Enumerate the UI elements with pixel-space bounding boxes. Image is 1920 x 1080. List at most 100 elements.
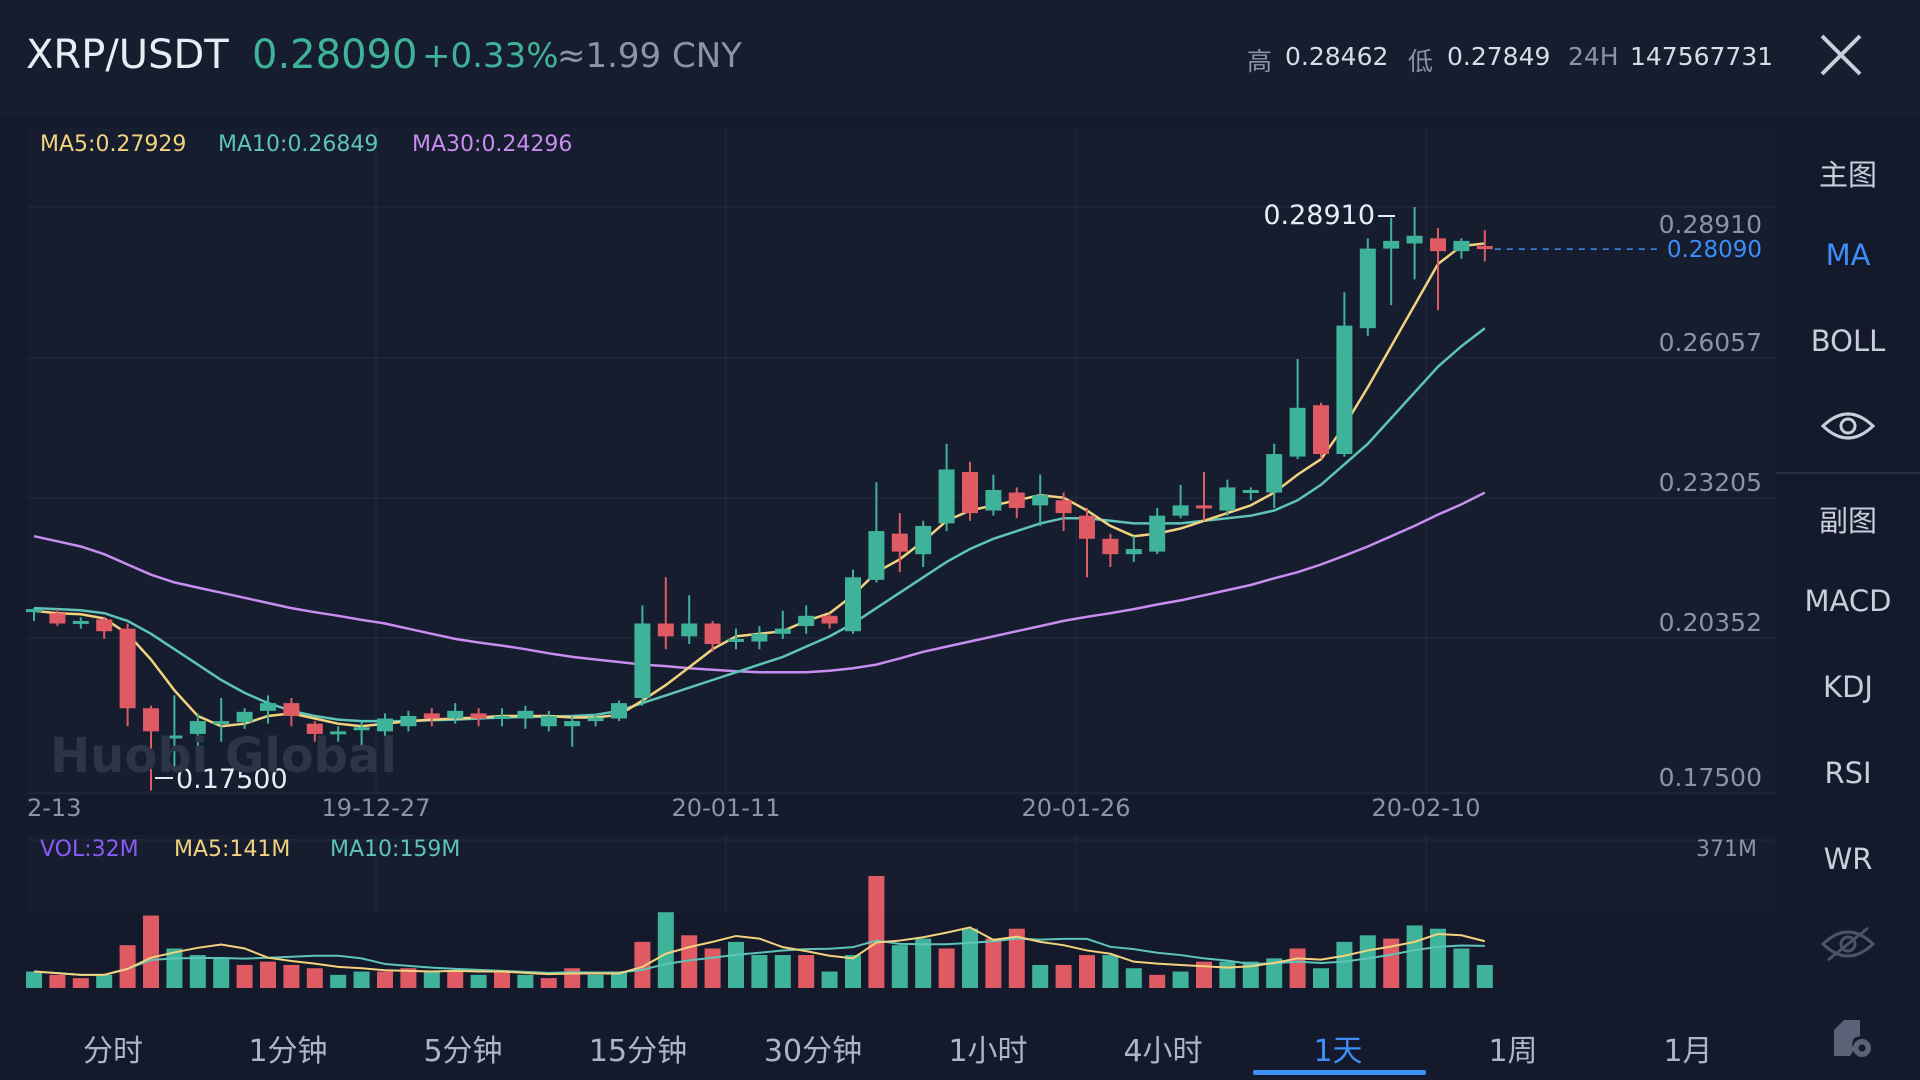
volume-bar	[1079, 955, 1095, 988]
volume-bar	[423, 971, 440, 988]
eye-icon[interactable]	[1820, 408, 1876, 444]
candle-body	[540, 715, 557, 727]
candle-body	[1196, 505, 1212, 509]
indicator-boll[interactable]: BOLL	[1810, 324, 1886, 358]
candle-body	[657, 623, 674, 637]
active-tab-indicator	[1253, 1070, 1426, 1075]
volume-bar	[1219, 961, 1236, 988]
candle-body	[1383, 240, 1400, 249]
candle-body	[845, 577, 861, 632]
volume-bar	[353, 971, 370, 988]
volume-bar	[845, 955, 861, 988]
x-tick-label: 20-01-26	[1022, 794, 1131, 822]
pair-title: XRP/USDT	[26, 32, 229, 78]
indicator-kdj[interactable]: KDJ	[1823, 670, 1873, 704]
tab-1week[interactable]: 1周	[1488, 1034, 1538, 1069]
volume-bar	[260, 961, 276, 988]
volume-bar	[540, 978, 557, 988]
tab-30min[interactable]: 30分钟	[763, 1034, 863, 1069]
settings-icon[interactable]	[1830, 1016, 1874, 1060]
candle-body	[1476, 246, 1493, 250]
indicator-macd[interactable]: MACD	[1804, 584, 1892, 618]
candle-body	[26, 609, 42, 613]
volume-bar	[1336, 941, 1353, 988]
high-label: 高	[1247, 47, 1273, 76]
eye-hidden-icon[interactable]	[1820, 924, 1876, 964]
candle-body	[517, 710, 534, 719]
tab-1hour[interactable]: 1小时	[948, 1034, 1028, 1069]
y-tick-label: 0.17500	[1659, 763, 1762, 792]
volume-bar	[517, 974, 534, 988]
candle-body	[915, 525, 932, 555]
candle-body	[821, 615, 838, 624]
candle-body	[494, 715, 510, 719]
tab-1month[interactable]: 1月	[1663, 1034, 1713, 1069]
candle-body	[1242, 489, 1259, 493]
candle-body	[1453, 240, 1470, 252]
candle-body	[470, 713, 487, 719]
volume-bar	[962, 928, 978, 988]
max-price-label: 0.28910	[1263, 200, 1375, 231]
indicator-rsi[interactable]: RSI	[1824, 756, 1872, 790]
tab-1min[interactable]: 1分钟	[248, 1034, 328, 1069]
candle-body	[962, 472, 978, 514]
candle-body	[798, 615, 815, 627]
volume-bar	[1289, 948, 1306, 988]
ticker-header: XRP/USDT 0.28090 +0.33% ≈1.99 CNY 高 0.28…	[0, 0, 1920, 115]
candle-body	[681, 623, 698, 637]
candle-body	[143, 708, 159, 732]
y-tick-label: 0.20352	[1659, 608, 1762, 637]
candle-body	[1149, 515, 1166, 552]
candle-body	[728, 638, 744, 642]
tab-15min[interactable]: 15分钟	[588, 1034, 688, 1069]
volume-bar	[1476, 964, 1493, 988]
candle-body	[1102, 538, 1119, 555]
candle-body	[1266, 454, 1283, 493]
vol-legend: VOL:32M	[40, 837, 139, 862]
candle-body	[1125, 549, 1142, 555]
tab-5min[interactable]: 5分钟	[423, 1034, 503, 1069]
volume-bar	[1383, 938, 1400, 988]
low-value: 0.27849	[1447, 42, 1551, 71]
vol-ma10-line	[33, 937, 1485, 976]
volume-bar	[26, 971, 42, 988]
candle-body	[938, 469, 955, 524]
volume-bar	[611, 971, 627, 988]
kline-chart[interactable]: 0.28910 0.26057 0.23205 0.20352 0.17500 2-13 1…	[0, 120, 1776, 1000]
tab-1day[interactable]: 1天	[1313, 1034, 1363, 1069]
candle-body	[423, 713, 440, 719]
candle-body	[447, 710, 464, 719]
candle-body	[985, 489, 1002, 511]
volume-bar	[1196, 961, 1212, 988]
close-icon[interactable]	[1816, 30, 1866, 80]
tab-4hour[interactable]: 4小时	[1123, 1034, 1203, 1069]
volume-bar	[1125, 968, 1142, 988]
candle-body	[189, 721, 206, 734]
candle-body	[1055, 500, 1072, 514]
indicator-wr[interactable]: WR	[1823, 842, 1873, 876]
volume-bar	[306, 968, 323, 988]
sub-chart-label: 副图	[1818, 504, 1877, 538]
candle-body	[868, 531, 885, 580]
candle-body	[774, 628, 791, 634]
volume-bar	[634, 941, 651, 988]
volume-bar	[751, 955, 768, 988]
volume-bar	[821, 971, 838, 988]
volume-bar	[1406, 925, 1423, 988]
candle-body	[400, 715, 417, 727]
y-tick-label: 0.28910	[1659, 210, 1762, 239]
volume-bar	[1008, 928, 1025, 988]
volume-bar	[447, 971, 464, 988]
volume-bar	[72, 978, 89, 988]
chart-panel-bg	[27, 128, 1775, 913]
candle-body	[1289, 407, 1306, 457]
candle-body	[587, 717, 604, 722]
volume-bar	[1453, 948, 1470, 988]
indicator-ma[interactable]: MA	[1825, 238, 1871, 272]
candle-body	[704, 623, 721, 645]
volume-bar	[938, 948, 955, 988]
volume-bar	[915, 938, 932, 988]
tab-timeshare[interactable]: 分时	[83, 1034, 143, 1069]
volume-bar	[236, 964, 253, 988]
sidebar-divider	[1776, 472, 1920, 474]
